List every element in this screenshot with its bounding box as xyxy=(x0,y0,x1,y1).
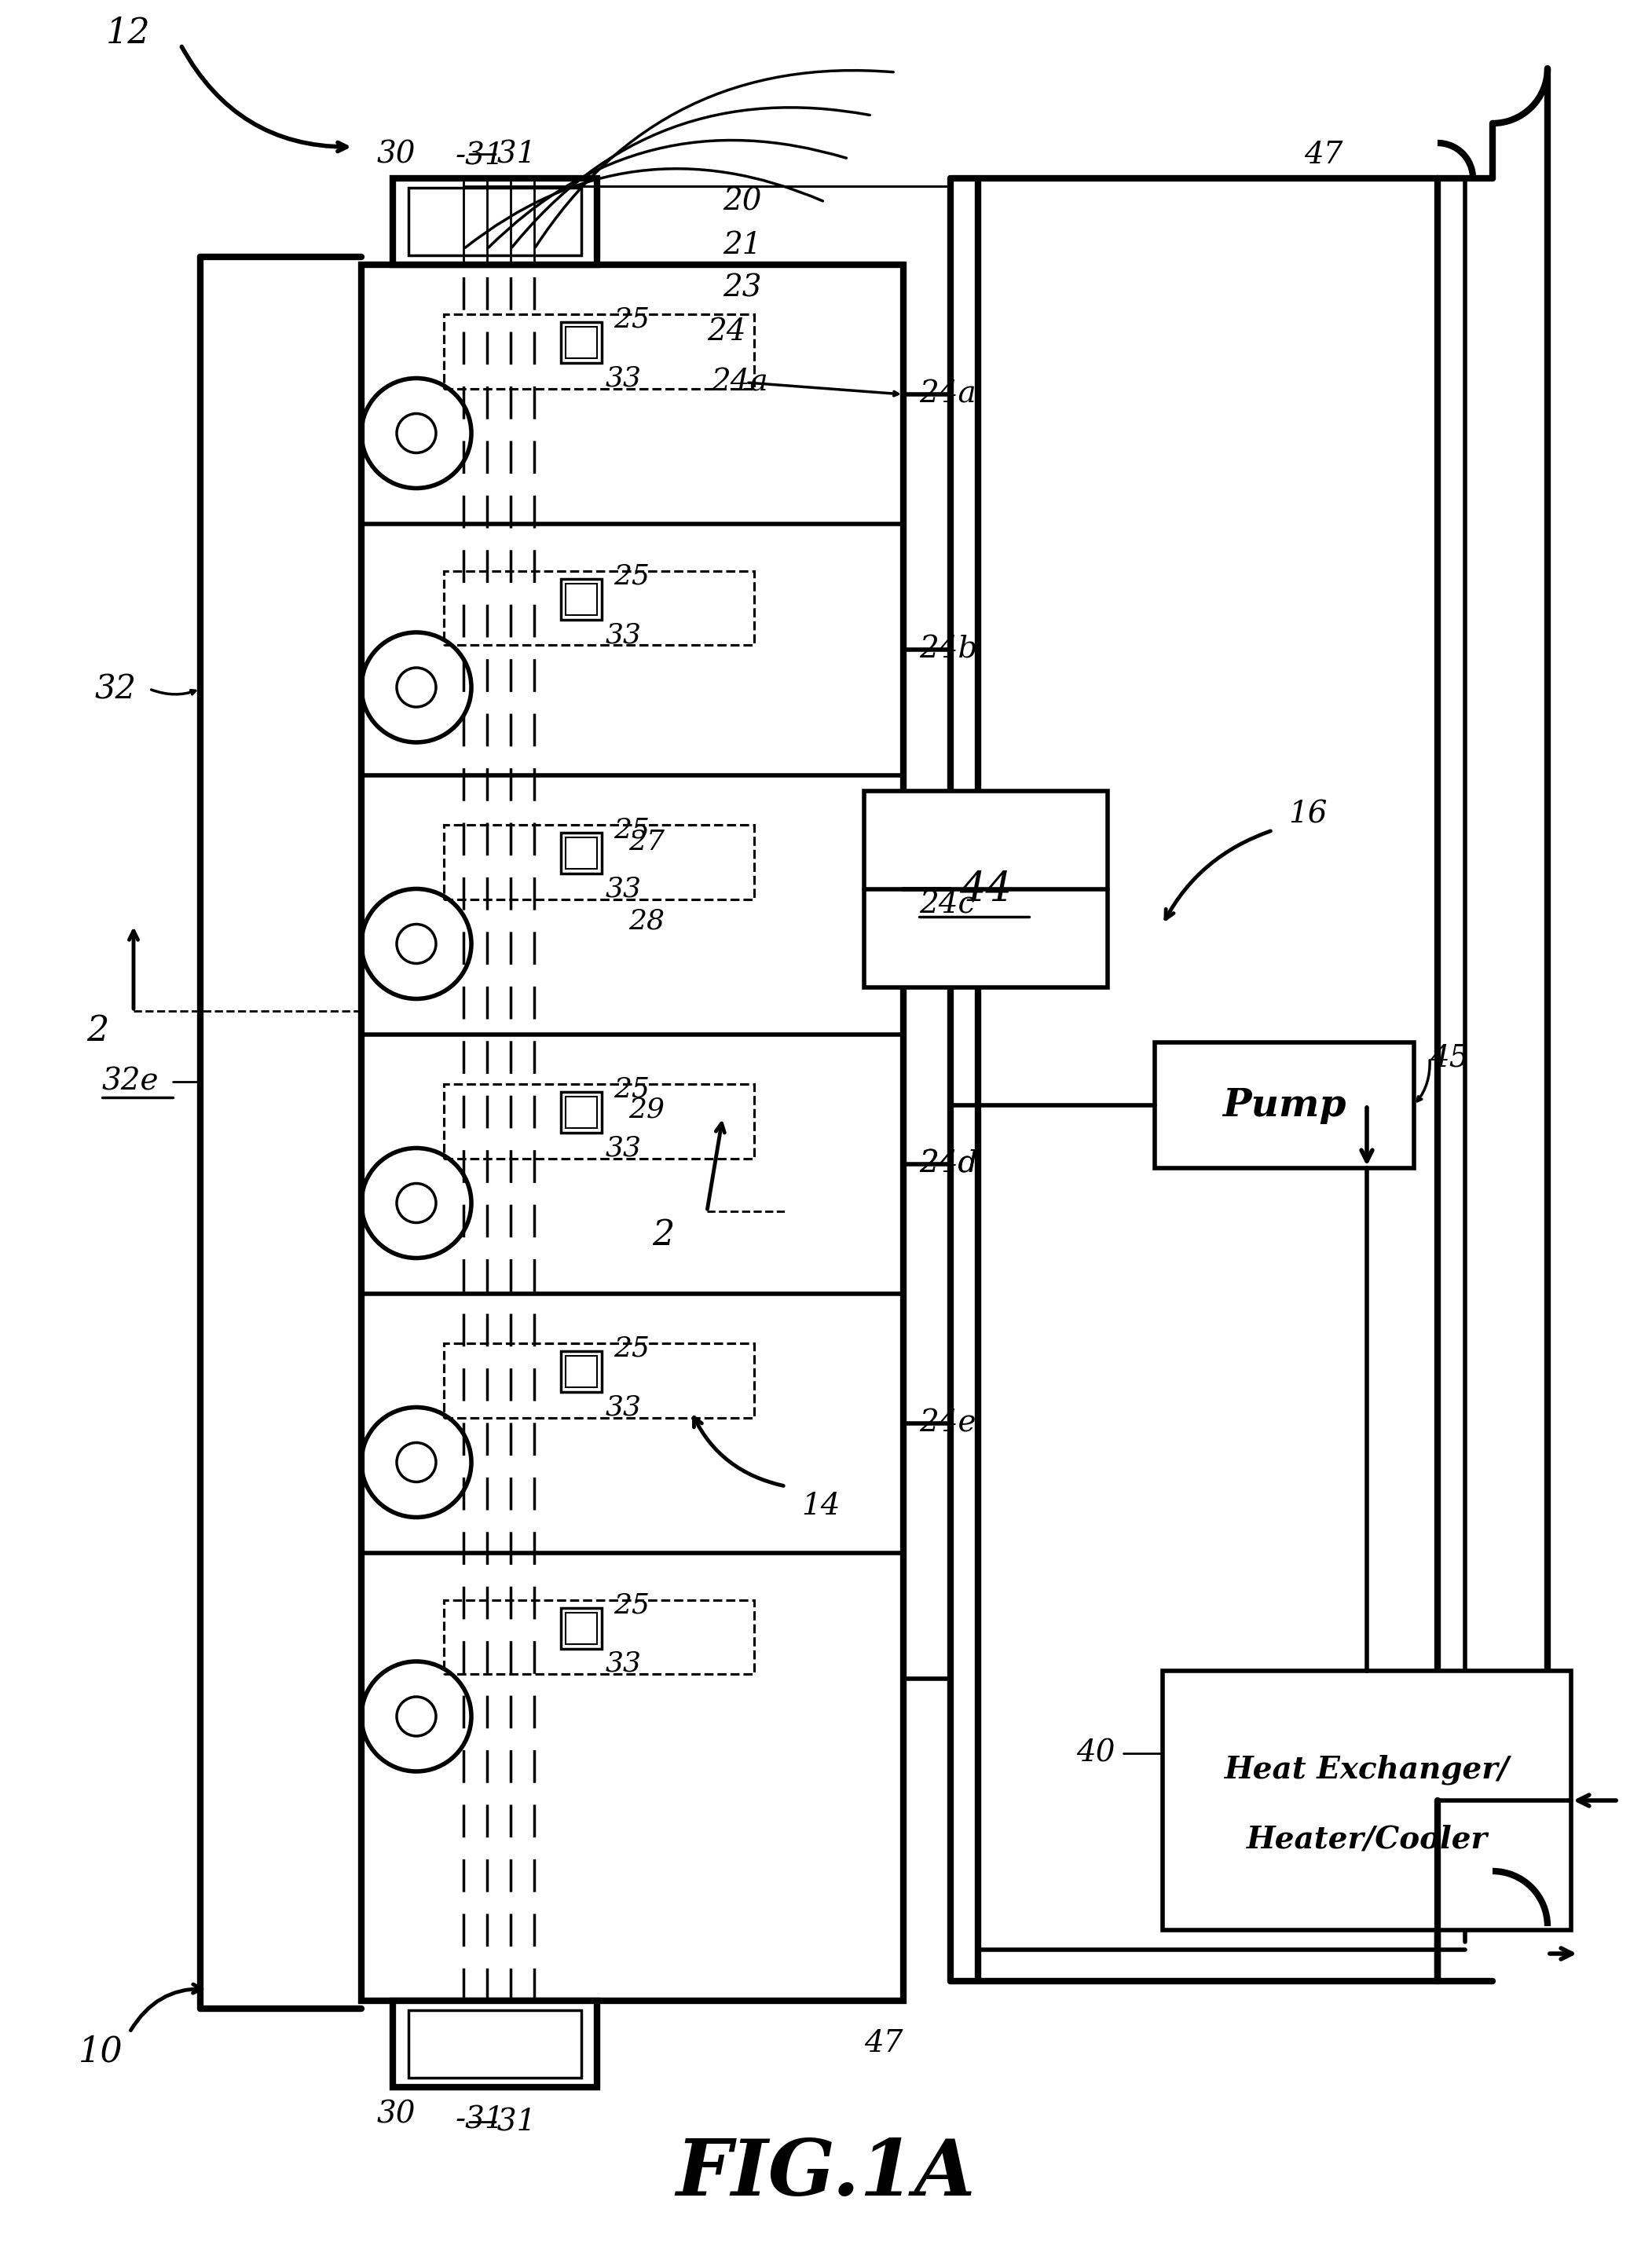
Bar xyxy=(562,832,601,875)
Text: —31: —31 xyxy=(468,140,537,170)
Text: 27: 27 xyxy=(628,829,664,857)
Text: 29: 29 xyxy=(628,1096,664,1123)
Text: Heater/Cooler: Heater/Cooler xyxy=(1246,1824,1487,1853)
Text: 28: 28 xyxy=(628,906,664,933)
Text: -31: -31 xyxy=(456,2106,506,2136)
Bar xyxy=(444,1085,753,1159)
Text: 10: 10 xyxy=(79,2034,124,2068)
Text: 40: 40 xyxy=(1075,1738,1115,1767)
Bar xyxy=(864,791,1107,988)
Bar xyxy=(408,2009,582,2077)
Text: 24e: 24e xyxy=(919,1408,976,1437)
Text: 25: 25 xyxy=(613,1076,649,1103)
Text: 45: 45 xyxy=(1429,1044,1469,1074)
Text: 20: 20 xyxy=(722,188,762,217)
Bar xyxy=(362,264,904,2000)
Bar xyxy=(1163,1670,1571,1930)
Text: 33: 33 xyxy=(606,1135,641,1162)
Bar xyxy=(562,1351,601,1392)
Text: Pump: Pump xyxy=(1222,1087,1346,1123)
Text: Heat Exchanger/: Heat Exchanger/ xyxy=(1224,1754,1510,1785)
Text: 24a: 24a xyxy=(710,368,768,398)
Text: 24d: 24d xyxy=(919,1150,978,1180)
Bar xyxy=(393,179,596,264)
Bar xyxy=(444,825,753,899)
Text: 24c: 24c xyxy=(919,890,975,920)
Text: 33: 33 xyxy=(606,1650,641,1677)
Text: 32e: 32e xyxy=(102,1067,159,1096)
Text: 24b: 24b xyxy=(919,635,978,664)
Bar xyxy=(565,583,596,615)
Bar xyxy=(444,572,753,644)
Text: 24d: 24d xyxy=(919,1150,978,1180)
Text: 23: 23 xyxy=(722,273,762,303)
Bar xyxy=(444,314,753,389)
Bar xyxy=(562,579,601,619)
Text: 16: 16 xyxy=(1289,800,1327,829)
Bar xyxy=(562,1609,601,1650)
Bar xyxy=(565,1614,596,1643)
Text: 25: 25 xyxy=(613,1336,649,1361)
Bar xyxy=(565,1356,596,1388)
Text: 47: 47 xyxy=(864,2029,904,2059)
Text: 33: 33 xyxy=(606,622,641,649)
Text: 2: 2 xyxy=(86,1015,109,1049)
Bar xyxy=(1155,1042,1414,1168)
Bar xyxy=(444,1342,753,1419)
Text: 2: 2 xyxy=(653,1218,674,1252)
Text: 21: 21 xyxy=(722,231,762,260)
Bar xyxy=(562,1092,601,1132)
Text: 25: 25 xyxy=(613,305,649,332)
Text: FIG.1A: FIG.1A xyxy=(676,2136,975,2213)
Text: 33: 33 xyxy=(606,875,641,902)
Text: 14: 14 xyxy=(801,1492,841,1521)
Text: 24: 24 xyxy=(707,316,745,346)
Text: 24a: 24a xyxy=(919,380,976,409)
Text: 12: 12 xyxy=(106,16,150,50)
Bar xyxy=(565,328,596,357)
Text: -31: -31 xyxy=(456,142,506,172)
Bar xyxy=(562,323,601,364)
Bar xyxy=(393,2000,596,2088)
Text: 32: 32 xyxy=(94,673,135,705)
Bar xyxy=(565,838,596,868)
Text: 33: 33 xyxy=(606,1394,641,1419)
Text: 33: 33 xyxy=(606,364,641,391)
Bar xyxy=(565,1096,596,1128)
Text: 30: 30 xyxy=(377,140,416,170)
Bar xyxy=(444,1600,753,1675)
Text: 47: 47 xyxy=(1303,140,1343,170)
Text: 25: 25 xyxy=(613,816,649,843)
Text: 25: 25 xyxy=(613,1591,649,1618)
Text: 30: 30 xyxy=(377,2100,416,2129)
Bar xyxy=(408,188,582,255)
Text: 25: 25 xyxy=(613,563,649,590)
Text: —31: —31 xyxy=(468,2109,537,2138)
Text: 44: 44 xyxy=(960,870,1013,909)
